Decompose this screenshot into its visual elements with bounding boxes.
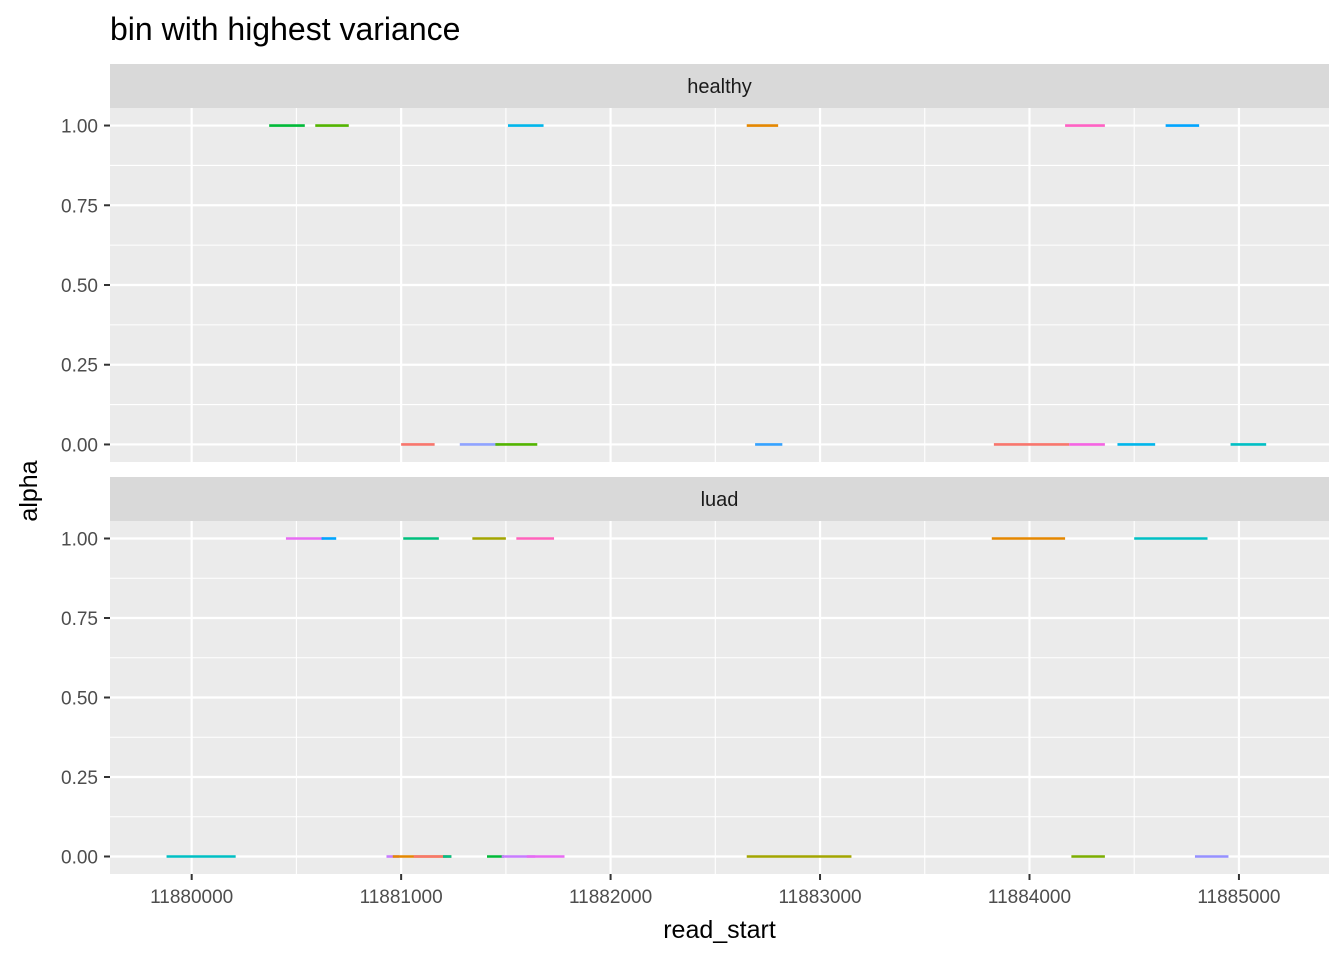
y-tick-label: 0.00 [61, 435, 98, 456]
x-tick-label: 11880000 [150, 887, 233, 908]
y-tick-label: 0.25 [61, 356, 98, 377]
y-tick-label: 1.00 [61, 117, 98, 138]
y-tick-label: 1.00 [61, 529, 98, 550]
strip-background [110, 64, 1329, 108]
x-tick-label: 11881000 [360, 887, 443, 908]
strip-background [110, 477, 1329, 521]
x-tick-label: 11884000 [988, 887, 1071, 908]
x-axis: 11880000 11881000 11882000 11883000 11884000… [150, 874, 1280, 908]
panel-healthy: healthy 0.00 0.25 0.50 0.75 1.00 [61, 64, 1329, 462]
x-tick-label: 11882000 [569, 887, 652, 908]
y-tick-label: 0.50 [61, 689, 98, 710]
y-tick-label: 0.00 [61, 848, 98, 869]
chart-panels: healthy 0.00 0.25 0.50 0.75 1.00 luad 0.00 0.25 0… [61, 64, 1329, 874]
y-tick-label: 0.50 [61, 276, 98, 297]
y-tick-label: 0.75 [61, 196, 98, 217]
y-tick-label: 0.25 [61, 768, 98, 789]
y-axis-title: alpha [15, 460, 43, 521]
x-axis-title: read_start [663, 916, 776, 944]
chart-title: bin with highest variance [110, 11, 460, 47]
y-tick-label: 0.75 [61, 609, 98, 630]
x-tick-label: 11885000 [1197, 887, 1280, 908]
panel-luad: luad 0.00 0.25 0.50 0.75 1.00 [61, 477, 1329, 874]
strip-label: healthy [687, 76, 752, 98]
x-tick-label: 11883000 [778, 887, 861, 908]
strip-label: luad [701, 489, 739, 511]
